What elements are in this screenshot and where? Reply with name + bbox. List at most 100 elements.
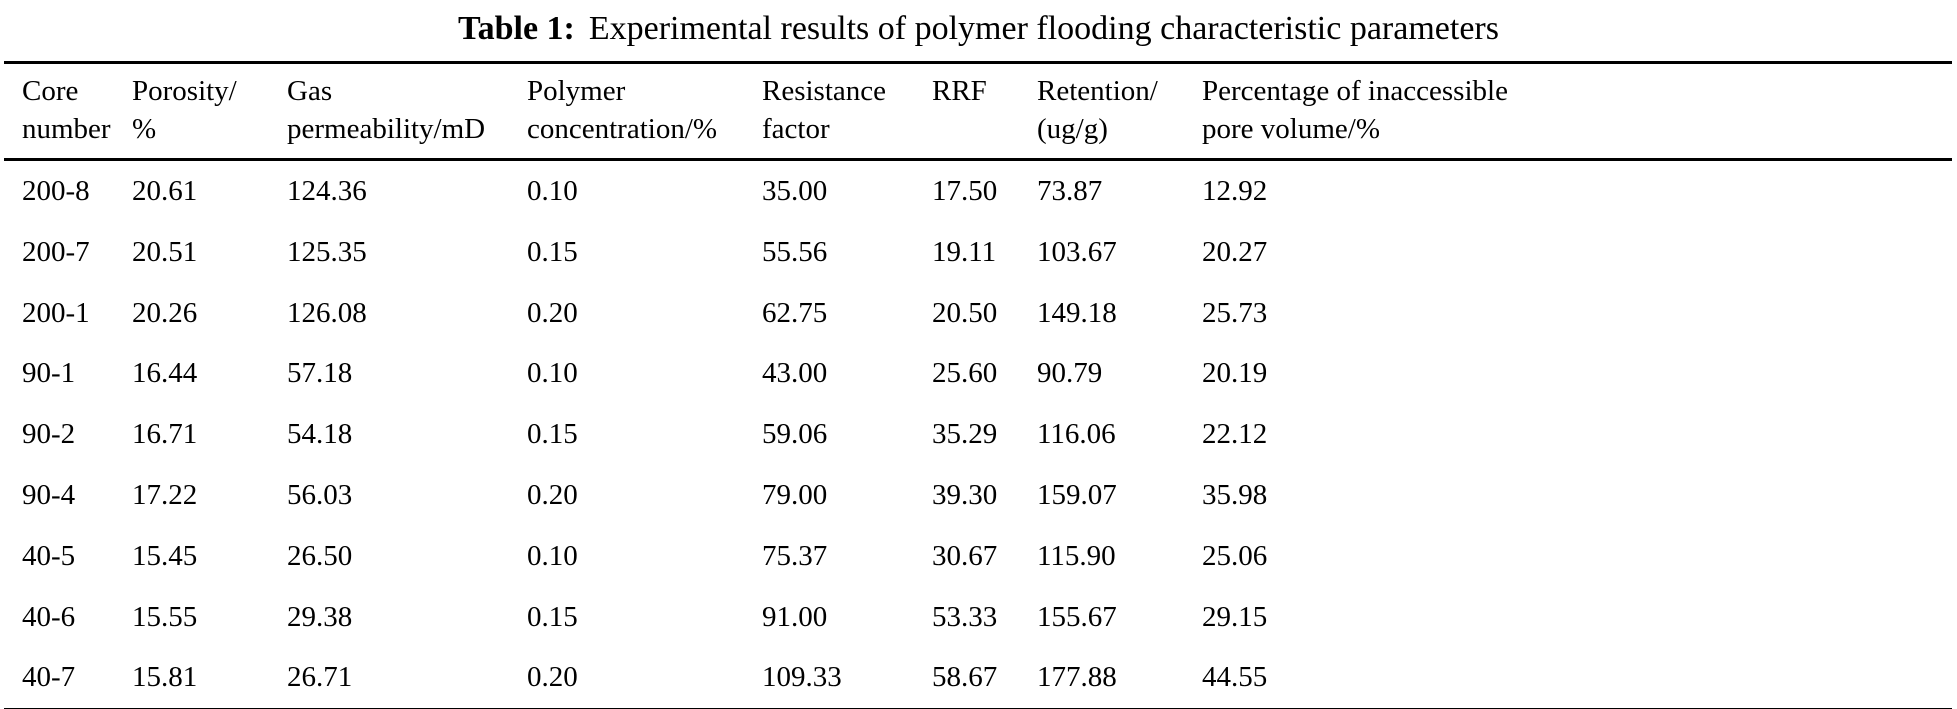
table-cell: 12.92 <box>1202 175 1268 208</box>
table-cell: 53.33 <box>932 600 998 633</box>
table-cell: 35.98 <box>1202 479 1268 512</box>
header-line: concentration/% <box>527 112 718 145</box>
table-cell: 30.67 <box>932 539 998 572</box>
table-row: 40-5 15.45 26.50 0.10 75.37 30.67 115.90… <box>4 526 1952 587</box>
header-line: Core <box>22 74 79 107</box>
header-polymer-concentration: Polymer concentration/% <box>527 62 762 160</box>
table-cell: 0.20 <box>527 296 578 329</box>
table-caption: Table 1: Experimental results of polymer … <box>0 0 1957 61</box>
table-cell: 43.00 <box>762 357 828 390</box>
table-cell: 62.75 <box>762 296 828 329</box>
table-cell: 29.38 <box>287 600 353 633</box>
results-table: Core number Porosity/ % Gas permeability… <box>4 60 1952 709</box>
header-line: Porosity/ <box>132 74 237 107</box>
table-cell: 149.18 <box>1037 296 1117 329</box>
header-line: factor <box>762 112 830 145</box>
table-cell: 20.19 <box>1202 357 1268 390</box>
table-cell: 20.61 <box>132 175 198 208</box>
header-retention: Retention/ (ug/g) <box>1037 62 1202 160</box>
table-body: 200-8 20.61 124.36 0.10 35.00 17.50 73.8… <box>4 160 1952 709</box>
table-cell: 40-7 <box>22 661 76 694</box>
table-cell: 124.36 <box>287 175 367 208</box>
table-cell: 0.10 <box>527 357 578 390</box>
table-cell: 59.06 <box>762 418 828 451</box>
header-line: Resistance <box>762 74 887 107</box>
table-cell: 200-7 <box>22 235 90 268</box>
table-cell: 58.67 <box>932 661 998 694</box>
table-cell: 0.15 <box>527 600 578 633</box>
table-caption-text: Experimental results of polymer flooding… <box>588 10 1499 47</box>
table-cell: 109.33 <box>762 661 842 694</box>
table-cell: 15.45 <box>132 539 198 572</box>
table-cell: 44.55 <box>1202 661 1268 694</box>
table-cell: 16.44 <box>132 357 198 390</box>
table-cell: 103.67 <box>1037 235 1117 268</box>
table-cell: 17.22 <box>132 479 198 512</box>
table-caption-label: Table 1: <box>458 10 575 47</box>
header-line: Gas <box>287 74 333 107</box>
table-row: 90-2 16.71 54.18 0.15 59.06 35.29 116.06… <box>4 404 1952 465</box>
header-gas-permeability: Gas permeability/mD <box>287 62 527 160</box>
table-row: 90-4 17.22 56.03 0.20 79.00 39.30 159.07… <box>4 465 1952 526</box>
table-cell: 57.18 <box>287 357 353 390</box>
table-cell: 56.03 <box>287 479 353 512</box>
table-cell: 90-1 <box>22 357 76 390</box>
table-cell: 20.26 <box>132 296 198 329</box>
table-cell: 0.10 <box>527 539 578 572</box>
table-cell: 0.15 <box>527 418 578 451</box>
table-row: 90-1 16.44 57.18 0.10 43.00 25.60 90.79 … <box>4 343 1952 404</box>
table-cell: 20.51 <box>132 235 198 268</box>
table-cell: 75.37 <box>762 539 828 572</box>
header-line: number <box>22 112 111 145</box>
table-cell: 16.71 <box>132 418 198 451</box>
table-cell: 35.29 <box>932 418 998 451</box>
table-cell: 17.50 <box>932 175 998 208</box>
table-row: 40-7 15.81 26.71 0.20 109.33 58.67 177.8… <box>4 647 1952 709</box>
header-line: (ug/g) <box>1037 112 1108 145</box>
header-line: RRF <box>932 74 987 107</box>
header-porosity: Porosity/ % <box>132 62 287 160</box>
table-cell: 90-4 <box>22 479 76 512</box>
header-resistance-factor: Resistance factor <box>762 62 932 160</box>
header-line: permeability/mD <box>287 112 486 145</box>
table-cell: 54.18 <box>287 418 353 451</box>
table-cell: 22.12 <box>1202 418 1268 451</box>
table-cell: 91.00 <box>762 600 828 633</box>
table-row: 40-6 15.55 29.38 0.15 91.00 53.33 155.67… <box>4 587 1952 648</box>
table-cell: 155.67 <box>1037 600 1117 633</box>
table-row: 200-8 20.61 124.36 0.10 35.00 17.50 73.8… <box>4 160 1952 222</box>
table-cell: 26.71 <box>287 661 353 694</box>
table-cell: 35.00 <box>762 175 828 208</box>
header-inaccessible-pore-volume: Percentage of inaccessible pore volume/% <box>1202 62 1952 160</box>
table-cell: 20.27 <box>1202 235 1268 268</box>
table-cell: 90-2 <box>22 418 76 451</box>
header-line: pore volume/% <box>1202 112 1380 145</box>
table-cell: 15.81 <box>132 661 198 694</box>
table-cell: 29.15 <box>1202 600 1268 633</box>
table-cell: 116.06 <box>1037 418 1116 451</box>
table-cell: 90.79 <box>1037 357 1103 390</box>
table-cell: 19.11 <box>932 235 997 268</box>
table-cell: 126.08 <box>287 296 367 329</box>
table-cell: 0.10 <box>527 175 578 208</box>
table-cell: 39.30 <box>932 479 998 512</box>
table-cell: 79.00 <box>762 479 828 512</box>
table-cell: 40-5 <box>22 539 76 572</box>
table-row: 200-7 20.51 125.35 0.15 55.56 19.11 103.… <box>4 222 1952 283</box>
table-cell: 73.87 <box>1037 175 1103 208</box>
table-cell: 0.15 <box>527 235 578 268</box>
table-cell: 40-6 <box>22 600 76 633</box>
table-cell: 15.55 <box>132 600 198 633</box>
table-cell: 55.56 <box>762 235 828 268</box>
table-cell: 26.50 <box>287 539 353 572</box>
header-line: % <box>132 112 157 145</box>
table-cell: 200-8 <box>22 175 90 208</box>
header-core-number: Core number <box>4 62 132 160</box>
table-cell: 25.06 <box>1202 539 1268 572</box>
table-cell: 200-1 <box>22 296 90 329</box>
table-cell: 0.20 <box>527 479 578 512</box>
table-cell: 159.07 <box>1037 479 1117 512</box>
header-line: Retention/ <box>1037 74 1158 107</box>
table-cell: 25.60 <box>932 357 998 390</box>
